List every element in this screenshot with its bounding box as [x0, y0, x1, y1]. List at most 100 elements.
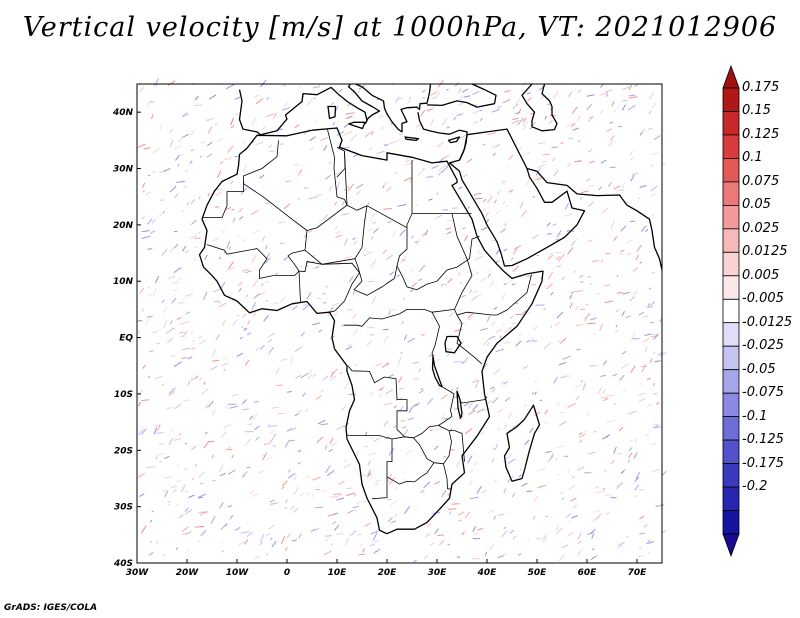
velocity-streak: [411, 282, 418, 288]
colorbar-segment: [722, 416, 740, 441]
country-border: [386, 462, 435, 485]
velocity-streak: [442, 209, 449, 211]
velocity-streak: [413, 559, 417, 563]
velocity-streak: [614, 330, 619, 334]
velocity-streak: [637, 392, 646, 396]
velocity-streak: [305, 408, 309, 413]
velocity-streak: [589, 317, 597, 321]
velocity-streak: [642, 315, 649, 318]
lake-tanganyika: [431, 355, 443, 388]
colorbar-segment: [722, 251, 740, 277]
velocity-streak: [218, 302, 227, 308]
velocity-streak: [577, 540, 582, 544]
velocity-streak: [579, 433, 586, 438]
velocity-streak: [353, 509, 357, 512]
black-sea-coastline: [426, 83, 497, 108]
velocity-streak: [211, 348, 217, 357]
velocity-streak: [622, 291, 630, 295]
velocity-streak: [225, 84, 235, 90]
colorbar-level-label: 0.15: [742, 103, 771, 119]
lon-tick-label: 10W: [226, 568, 250, 578]
velocity-streak: [427, 398, 434, 405]
velocity-streak: [243, 327, 248, 332]
velocity-streak: [405, 449, 412, 455]
velocity-streak: [521, 120, 529, 127]
velocity-streak: [522, 117, 527, 123]
velocity-streak: [489, 386, 495, 390]
velocity-streak: [294, 346, 303, 353]
velocity-streak: [567, 532, 574, 537]
velocity-streak: [300, 372, 309, 379]
velocity-streak: [628, 94, 636, 97]
velocity-streak: [330, 375, 337, 382]
velocity-streak: [356, 533, 362, 536]
velocity-streak: [421, 89, 426, 93]
velocity-streak: [285, 498, 288, 504]
velocity-streak: [489, 269, 492, 272]
velocity-streak: [434, 481, 440, 485]
velocity-streak: [366, 340, 372, 347]
velocity-streak: [227, 469, 236, 475]
velocity-streak: [244, 438, 252, 446]
velocity-streak: [575, 395, 580, 401]
velocity-streak: [214, 122, 219, 126]
velocity-streak: [475, 271, 480, 275]
velocity-streak: [160, 199, 165, 201]
velocity-streak: [218, 256, 222, 260]
velocity-streak: [514, 247, 519, 254]
velocity-streak: [237, 234, 239, 237]
velocity-streak: [262, 125, 266, 130]
iran-india-coastline: [526, 167, 663, 271]
velocity-streak: [620, 469, 626, 474]
velocity-streak: [343, 463, 352, 469]
velocity-streak: [602, 487, 606, 491]
velocity-streak: [197, 493, 207, 498]
velocity-streak: [367, 460, 372, 466]
velocity-streak: [466, 158, 473, 164]
velocity-streak: [582, 384, 586, 391]
velocity-streak: [588, 240, 592, 242]
velocity-streak: [628, 96, 638, 99]
velocity-streak: [473, 121, 478, 124]
velocity-streak: [397, 203, 407, 207]
velocity-streak: [559, 337, 567, 344]
velocity-streak: [396, 137, 403, 143]
velocity-streak: [392, 230, 396, 238]
velocity-streak: [567, 91, 573, 98]
colorbar-level-label: -0.005: [742, 291, 784, 307]
velocity-streak: [503, 527, 507, 529]
velocity-streak: [173, 438, 182, 441]
velocity-streak: [456, 459, 461, 468]
velocity-streak: [210, 515, 216, 524]
velocity-streak: [448, 511, 452, 515]
velocity-streak: [502, 99, 511, 104]
velocity-streak: [352, 237, 356, 241]
velocity-streak: [271, 406, 280, 409]
velocity-streak: [621, 311, 626, 316]
velocity-streak: [557, 233, 561, 237]
velocity-streak: [526, 92, 531, 95]
velocity-streak: [498, 513, 505, 517]
velocity-streak: [314, 527, 320, 532]
velocity-streak: [613, 110, 616, 112]
velocity-streak: [216, 138, 223, 143]
velocity-streak: [258, 175, 263, 179]
velocity-streak: [382, 328, 389, 331]
velocity-streak: [428, 354, 436, 357]
velocity-streak: [512, 103, 519, 109]
velocity-streak: [613, 446, 617, 454]
velocity-streak: [531, 283, 536, 286]
country-border: [449, 430, 465, 462]
velocity-streak: [602, 389, 606, 394]
velocity-streak: [223, 424, 232, 429]
velocity-streak: [254, 425, 260, 430]
velocity-streak: [467, 313, 474, 319]
velocity-streak: [509, 327, 513, 331]
velocity-streak: [338, 89, 343, 93]
velocity-streak: [580, 281, 584, 283]
velocity-streak: [234, 526, 241, 532]
velocity-streak: [556, 473, 560, 476]
velocity-streak: [149, 540, 153, 544]
velocity-streak: [651, 301, 655, 304]
